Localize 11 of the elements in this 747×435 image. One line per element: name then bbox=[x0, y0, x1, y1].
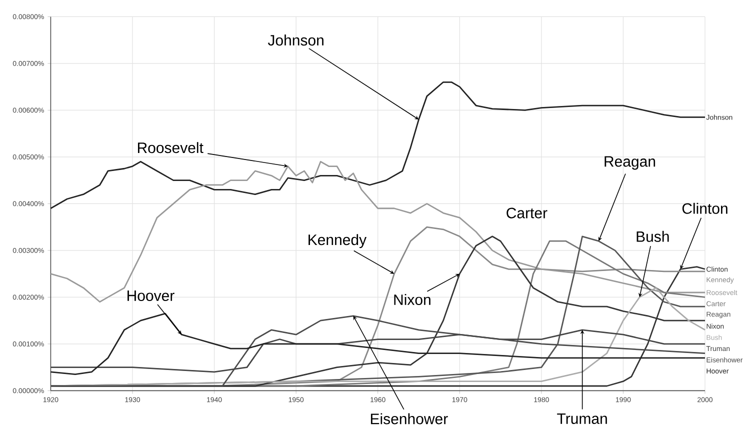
annotation: Reagan bbox=[604, 156, 656, 170]
annotation: Clinton bbox=[682, 202, 728, 214]
annotation: Bush bbox=[636, 230, 669, 242]
annotation: Carter bbox=[506, 208, 548, 218]
annotation: Kennedy bbox=[308, 234, 367, 248]
annotation: Roosevelt bbox=[138, 142, 204, 154]
annotation: Truman bbox=[557, 414, 607, 424]
annotation: Johnson bbox=[268, 34, 324, 46]
annotation: Nixon bbox=[394, 294, 430, 306]
annotation: Eisenhower bbox=[370, 413, 448, 424]
annotation: Hoover bbox=[128, 290, 174, 302]
